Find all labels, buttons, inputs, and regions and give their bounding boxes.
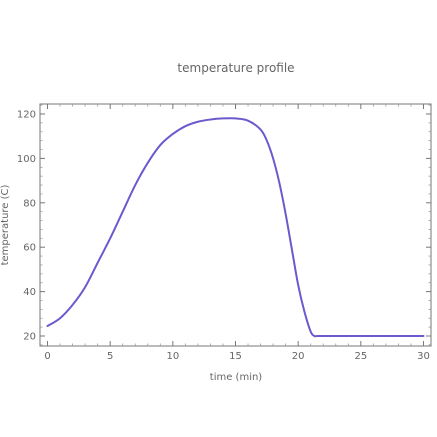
y-tick-label: 20 [23,332,36,343]
chart-title: temperature profile [177,61,294,75]
plot-area: 0 5 10 15 20 25 30 20 40 60 80 100 120 [17,103,432,362]
x-tick-label: 10 [166,351,179,362]
y-axis-label: temperature (C) [0,184,11,265]
x-tick-label: 20 [292,351,305,362]
y-tick-label: 80 [23,198,36,209]
x-tick-label: 15 [229,351,242,362]
x-axis-label: time (min) [210,372,263,383]
y-tick-label: 100 [17,154,36,165]
y-tick-label: 40 [23,287,36,298]
x-tick-label: 5 [107,351,113,362]
x-tick-label: 25 [354,351,367,362]
temperature-series-line [46,117,425,338]
y-tick-label: 60 [23,243,36,254]
y-tick-label: 120 [17,109,36,120]
x-tick-label: 30 [417,351,430,362]
x-tick-label: 0 [44,351,50,362]
plot-frame [39,103,432,347]
